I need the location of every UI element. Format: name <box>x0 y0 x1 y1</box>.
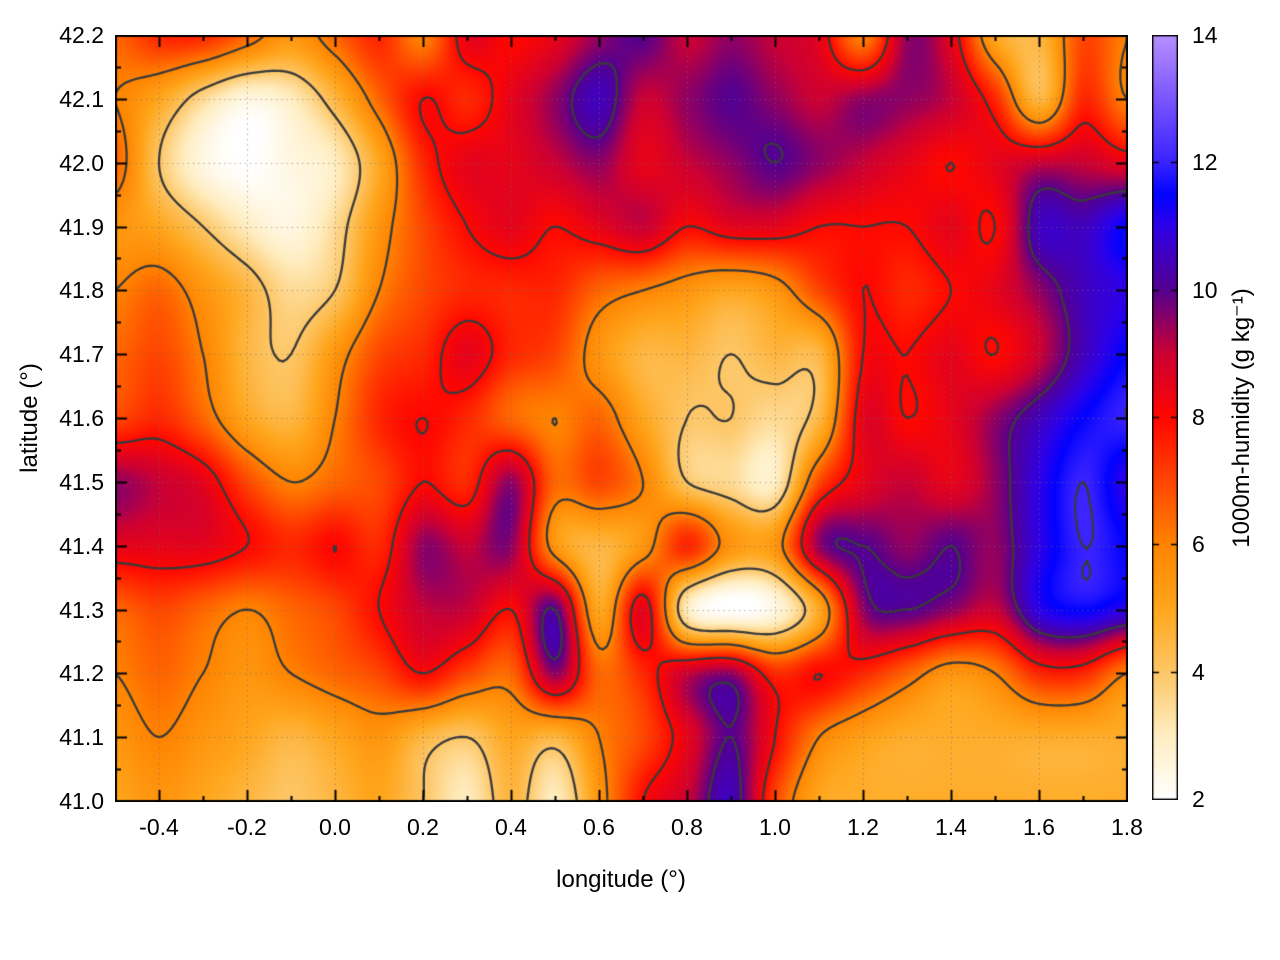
x-tick-label: 0.2 <box>407 814 439 840</box>
colorbar-title: 1000m-humidity (g kg⁻¹) <box>1228 288 1255 548</box>
y-tick-label: 41.2 <box>59 660 104 687</box>
colorbar <box>1152 35 1178 800</box>
y-tick-label: 41.0 <box>59 788 104 814</box>
x-tick-label: 1.2 <box>847 814 879 840</box>
x-tick-label: 0.4 <box>495 814 527 840</box>
x-tick-label: -0.2 <box>227 814 267 840</box>
x-tick-label: 0.0 <box>319 814 351 840</box>
x-tick-label: 0.6 <box>583 814 615 840</box>
y-tick-label: 41.3 <box>59 596 104 623</box>
y-tick-label: 42.1 <box>59 85 104 112</box>
colorbar-tick-label: 8 <box>1192 404 1205 430</box>
x-axis-title: longitude (°) <box>556 866 686 893</box>
y-axis-title: latitude (°) <box>16 363 43 473</box>
x-tick-label: 0.8 <box>671 814 703 840</box>
y-tick-label: 41.9 <box>59 213 104 240</box>
x-tick-label: -0.4 <box>139 814 179 840</box>
y-tick-label: 41.1 <box>59 724 104 751</box>
heatmap-plot-area <box>115 35 1128 802</box>
colorbar-tick-label: 12 <box>1192 149 1218 176</box>
x-tick-label: 1.8 <box>1111 814 1143 840</box>
colorbar-tick-label: 14 <box>1192 22 1218 48</box>
colorbar-tick-label: 10 <box>1192 276 1218 303</box>
x-tick-label: 1.0 <box>759 814 791 840</box>
y-tick-label: 42.2 <box>59 22 104 48</box>
y-tick-label: 41.7 <box>59 341 104 368</box>
colorbar-tick-label: 4 <box>1192 658 1205 685</box>
x-tick-label: 1.6 <box>1023 814 1055 840</box>
colorbar-tick-label: 6 <box>1192 531 1205 558</box>
y-tick-label: 41.5 <box>59 468 104 495</box>
colorbar-tick-label: 2 <box>1192 786 1205 812</box>
y-tick-label: 41.4 <box>59 532 104 559</box>
y-tick-label: 41.6 <box>59 405 104 431</box>
y-tick-label: 41.8 <box>59 277 104 304</box>
x-tick-label: 1.4 <box>935 814 967 840</box>
y-tick-label: 42.0 <box>59 149 104 176</box>
